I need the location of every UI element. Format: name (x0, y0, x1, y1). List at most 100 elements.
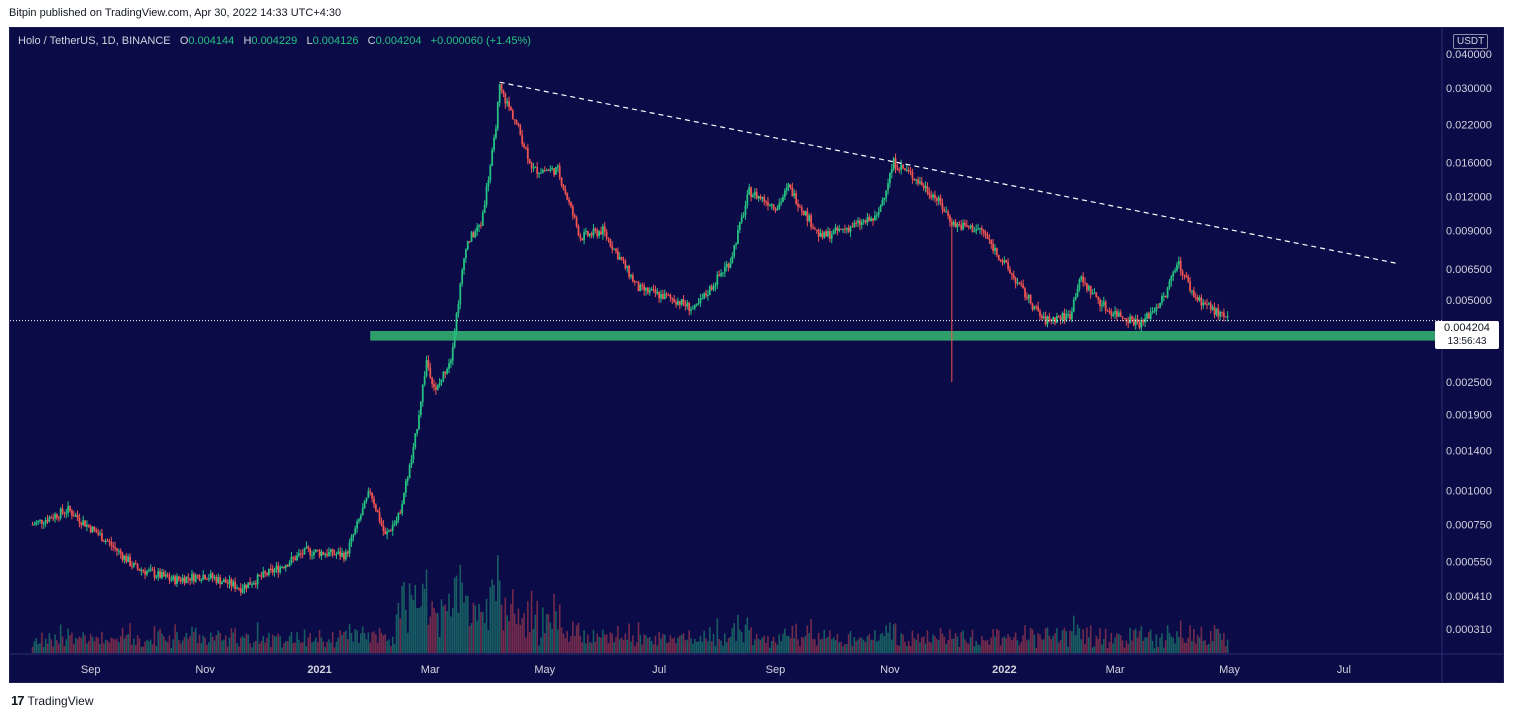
candle-body (444, 371, 447, 374)
low-value: 0.004126 (312, 35, 359, 47)
volume-bar (613, 642, 615, 653)
volume-bar (42, 646, 45, 653)
volume-bar (825, 638, 827, 653)
candle-body (806, 211, 809, 221)
volume-bar (140, 646, 143, 653)
volume-bar (545, 614, 548, 653)
volume-bar (637, 622, 640, 653)
candle-body (517, 123, 520, 126)
volume-bar (204, 637, 206, 653)
volume-bar (525, 637, 527, 653)
candle-body (316, 549, 319, 551)
volume-bar (802, 637, 805, 653)
candle-body (860, 221, 863, 226)
candle-body (448, 363, 450, 369)
volume-bar (847, 634, 850, 653)
candle-body (941, 203, 944, 210)
candle-body (465, 249, 467, 259)
candle-body (1101, 304, 1103, 307)
candle-body (928, 192, 931, 196)
volume-bar (671, 638, 674, 653)
candle-body (93, 526, 96, 530)
volume-bar (168, 635, 171, 653)
volume-bar (305, 646, 308, 653)
candle-body (874, 215, 876, 221)
tradingview-logo[interactable]: 17 TradingView (11, 693, 94, 708)
candle-body (1125, 318, 1128, 322)
volume-bar (500, 604, 503, 653)
candle-body (406, 478, 409, 481)
candle-body (1136, 319, 1139, 323)
volume-bar (431, 600, 433, 653)
volume-bar (845, 644, 848, 653)
volume-bar (451, 608, 454, 653)
volume-bar (421, 583, 424, 653)
candle-body (200, 579, 203, 581)
volume-bar (650, 640, 653, 653)
candle-body (474, 231, 477, 238)
candle-body (601, 226, 604, 235)
volume-bar (986, 639, 989, 653)
candle-body (823, 231, 826, 238)
candle-body (346, 551, 349, 554)
volume-bar (399, 618, 402, 653)
volume-bar (463, 602, 465, 653)
volume-bar (1215, 628, 1218, 653)
candle-body (1146, 313, 1148, 319)
x-tick-label: Jul (1337, 664, 1351, 676)
volume-bar (384, 634, 387, 653)
candle-body (155, 576, 158, 578)
volume-bar (418, 608, 420, 653)
volume-bar (260, 640, 263, 653)
candle-body (378, 512, 381, 522)
volume-bar (857, 639, 859, 653)
volume-bar (300, 642, 302, 653)
currency-button[interactable]: USDT (1453, 34, 1489, 49)
candle-body (562, 185, 565, 190)
volume-bar (74, 637, 77, 653)
volume-bar (979, 645, 981, 653)
candle-body (776, 209, 779, 211)
candle-body (374, 504, 377, 511)
candle-body (269, 568, 272, 570)
candle-body (183, 577, 186, 584)
volume-bar (761, 637, 764, 653)
candle-body (363, 501, 366, 509)
volume-bar (470, 623, 473, 653)
candle-body (1221, 311, 1223, 313)
volume-bar (215, 635, 218, 653)
price-chart[interactable]: 0.040000 0.030000 0.022000 0.016000 0.012000… (10, 28, 1503, 682)
volume-bar (770, 640, 773, 653)
volume-bar (206, 644, 208, 653)
volume-bar (401, 586, 403, 653)
chart-panel[interactable]: 0.040000 0.030000 0.022000 0.016000 0.012000… (9, 27, 1504, 683)
candle-body (703, 293, 706, 299)
volume-bar (208, 642, 210, 653)
candle-body (943, 209, 946, 212)
volume-bar (866, 636, 869, 653)
volume-bar (626, 639, 629, 653)
candle-body (136, 564, 139, 569)
volume-bar (765, 642, 767, 653)
volume-bar (926, 630, 929, 653)
volume-bar (1116, 633, 1118, 653)
volume-bar (358, 642, 360, 653)
candle-body (305, 546, 308, 548)
last-price-label: 0.004204 (1444, 322, 1490, 334)
candle-body (722, 272, 724, 274)
candle-body (877, 211, 880, 216)
candle-body (1132, 319, 1135, 326)
volume-bar (1042, 639, 1045, 653)
volume-bar (829, 630, 831, 653)
candle-body (89, 526, 92, 533)
volume-bar (416, 608, 418, 653)
volume-bar (1063, 627, 1066, 653)
candle-body (678, 301, 681, 305)
candle-body (1035, 306, 1038, 308)
volume-bar (1056, 628, 1058, 653)
volume-bar (1191, 641, 1193, 653)
volume-bar (568, 641, 570, 653)
candle-body (386, 531, 389, 535)
candle-body (510, 107, 512, 111)
candle-body (982, 230, 985, 233)
